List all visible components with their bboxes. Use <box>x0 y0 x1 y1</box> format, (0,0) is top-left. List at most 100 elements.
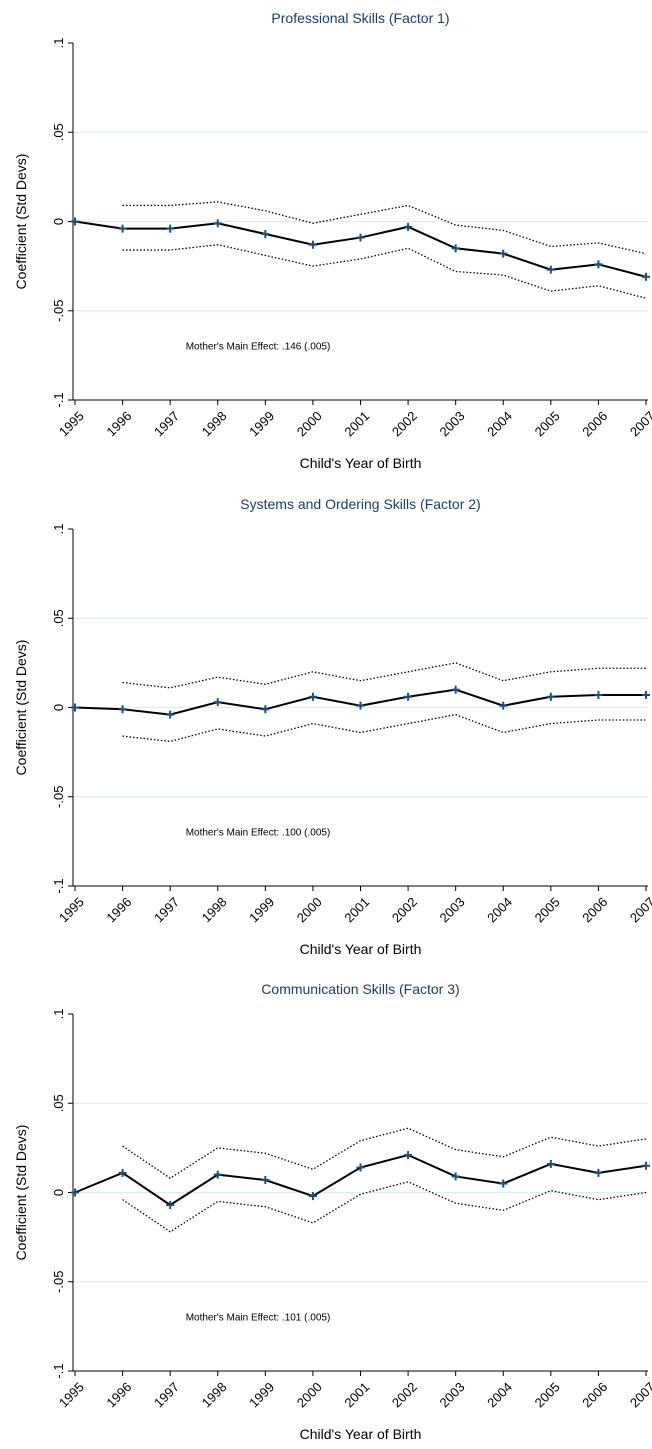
chart-panel-3: Communication Skills (Factor 3) .1 .05 0 -.0… <box>0 971 652 1449</box>
chart2-y-tick-label: .1 <box>51 524 66 535</box>
chart2-point-marker <box>404 692 413 701</box>
chart3-estimate-line <box>74 1153 647 1207</box>
chart3-x-tick-label: 1997 <box>151 1379 182 1410</box>
chart1-estimate-line <box>74 220 647 278</box>
chart1-x-tick-label: 2001 <box>341 408 372 439</box>
chart2-x-tick-label: 1998 <box>199 894 230 925</box>
chart3-point-marker <box>594 1168 603 1177</box>
chart3-ci-line-lower <box>122 1181 647 1233</box>
chart1-y-axis-label: Coefficient (Std Devs) <box>13 154 29 290</box>
chart3-point-marker <box>356 1163 365 1172</box>
chart2-x-tick-label: 1995 <box>56 894 87 925</box>
chart2-x-tick-label: 2002 <box>389 894 420 925</box>
chart1-x-tick-label: 2002 <box>389 408 420 439</box>
chart2-y-tick-label: -.1 <box>51 878 66 893</box>
chart3-point-marker <box>546 1159 555 1168</box>
chart3-y-tick-label: .1 <box>51 1009 66 1020</box>
chart2-point-marker <box>642 691 650 700</box>
chart3-y-tick-label: -.1 <box>51 1363 66 1378</box>
chart3-point-marker <box>71 1188 79 1197</box>
chart1-point-marker <box>499 249 508 258</box>
chart3-x-tick-label: 2005 <box>532 1379 563 1410</box>
chart1-ci-line-upper <box>122 201 647 255</box>
chart3-ci-line-upper <box>122 1127 647 1179</box>
chart3-point-marker <box>166 1200 175 1209</box>
chart3-y-tick-label: 0 <box>51 1189 66 1196</box>
chart1-point-marker <box>404 222 413 231</box>
chart1-point-marker <box>308 240 317 249</box>
chart2-x-tick-label: 2006 <box>579 894 610 925</box>
chart1-point-marker <box>594 260 603 269</box>
chart-panel-1: Professional Skills (Factor 1) .1 .05 0 -.05… <box>0 0 652 478</box>
chart2-ci-line-lower <box>122 713 646 743</box>
chart-svg-3: Communication Skills (Factor 3) .1 .05 0 -.0… <box>13 981 652 1442</box>
chart1-x-tick-label: 2007 <box>627 408 652 439</box>
chart2-x-tick-label: 2003 <box>437 894 468 925</box>
chart2-x-tick-label: 2001 <box>341 894 372 925</box>
chart2-point-marker <box>499 701 508 710</box>
chart-svg-2: Systems and Ordering Skills (Factor 2) .1… <box>13 496 652 957</box>
chart1-x-tick-label: 2000 <box>294 408 325 439</box>
chart2-point-marker <box>71 703 79 712</box>
chart2-title: Systems and Ordering Skills (Factor 2) <box>240 496 480 512</box>
chart3-x-tick-label: 1999 <box>246 1379 277 1410</box>
chart3-y-axis-label: Coefficient (Std Devs) <box>13 1125 29 1261</box>
chart3-x-tick-label: 1996 <box>103 1379 134 1410</box>
chart2-y-tick-label: -.05 <box>51 786 66 808</box>
chart2-point-marker <box>261 705 270 714</box>
chart2-annotation: Mother's Main Effect: .100 (.005) <box>186 827 331 838</box>
chart3-x-tick-label: 2002 <box>389 1379 420 1410</box>
chart2-point-marker <box>166 710 175 719</box>
chart1-x-tick-label: 2004 <box>484 408 515 439</box>
chart1-x-tick-label: 1998 <box>199 408 230 439</box>
chart2-x-tick-label: 2005 <box>532 894 563 925</box>
chart2-y-tick-label: 0 <box>51 704 66 711</box>
chart1-ci-line-lower <box>122 244 647 299</box>
chart2-x-tick-label: 2000 <box>294 894 325 925</box>
chart3-point-marker <box>642 1161 650 1170</box>
chart3-point-marker <box>118 1168 127 1177</box>
chart3-point-marker <box>261 1176 270 1185</box>
chart2-point-marker <box>118 705 127 714</box>
chart2-point-marker <box>308 692 317 701</box>
chart3-point-marker <box>213 1170 222 1179</box>
chart2-point-marker <box>594 691 603 700</box>
chart2-point-marker <box>213 698 222 707</box>
chart-svg-1: Professional Skills (Factor 1) .1 .05 0 -.05… <box>13 10 652 471</box>
chart1-x-tick-label: 2003 <box>437 408 468 439</box>
chart2-x-tick-label: 2007 <box>627 894 652 925</box>
chart1-x-tick-label: 1995 <box>56 408 87 439</box>
chart1-y-tick-label: -.1 <box>51 392 66 407</box>
chart2-point-marker <box>546 692 555 701</box>
chart1-annotation: Mother's Main Effect: .146 (.005) <box>186 341 331 352</box>
chart3-point-marker <box>308 1192 317 1201</box>
chart3-point-marker <box>499 1179 508 1188</box>
chart2-x-tick-label: 1997 <box>151 894 182 925</box>
chart1-point-marker <box>166 224 175 233</box>
chart2-x-tick-label: 1996 <box>103 894 134 925</box>
chart3-x-tick-label: 2007 <box>627 1379 652 1410</box>
chart3-x-tick-label: 2003 <box>437 1379 468 1410</box>
chart1-x-tick-label: 1996 <box>103 408 134 439</box>
chart3-annotation: Mother's Main Effect: .101 (.005) <box>186 1312 331 1323</box>
chart3-x-tick-label: 1998 <box>199 1379 230 1410</box>
chart3-title: Communication Skills (Factor 3) <box>261 981 459 997</box>
chart1-y-tick-label: .05 <box>51 123 66 141</box>
chart3-x-tick-label: 2001 <box>341 1379 372 1410</box>
chart1-x-axis-label: Child's Year of Birth <box>300 455 422 471</box>
chart1-point-marker <box>451 244 460 253</box>
chart2-y-tick-label: .05 <box>51 609 66 627</box>
chart1-point-marker <box>356 233 365 242</box>
chart1-x-tick-label: 1997 <box>151 408 182 439</box>
chart3-x-tick-label: 2006 <box>579 1379 610 1410</box>
chart2-ci-line-upper <box>122 662 646 689</box>
chart2-point-marker <box>451 685 460 694</box>
chart3-point-marker <box>451 1172 460 1181</box>
chart3-x-tick-label: 2004 <box>484 1379 515 1410</box>
chart1-point-marker <box>642 272 650 281</box>
chart1-point-marker <box>261 229 270 238</box>
chart3-x-axis-label: Child's Year of Birth <box>300 1426 422 1442</box>
chart3-x-tick-label: 2000 <box>294 1379 325 1410</box>
chart2-point-marker <box>356 701 365 710</box>
chart1-y-tick-label: 0 <box>51 218 66 225</box>
